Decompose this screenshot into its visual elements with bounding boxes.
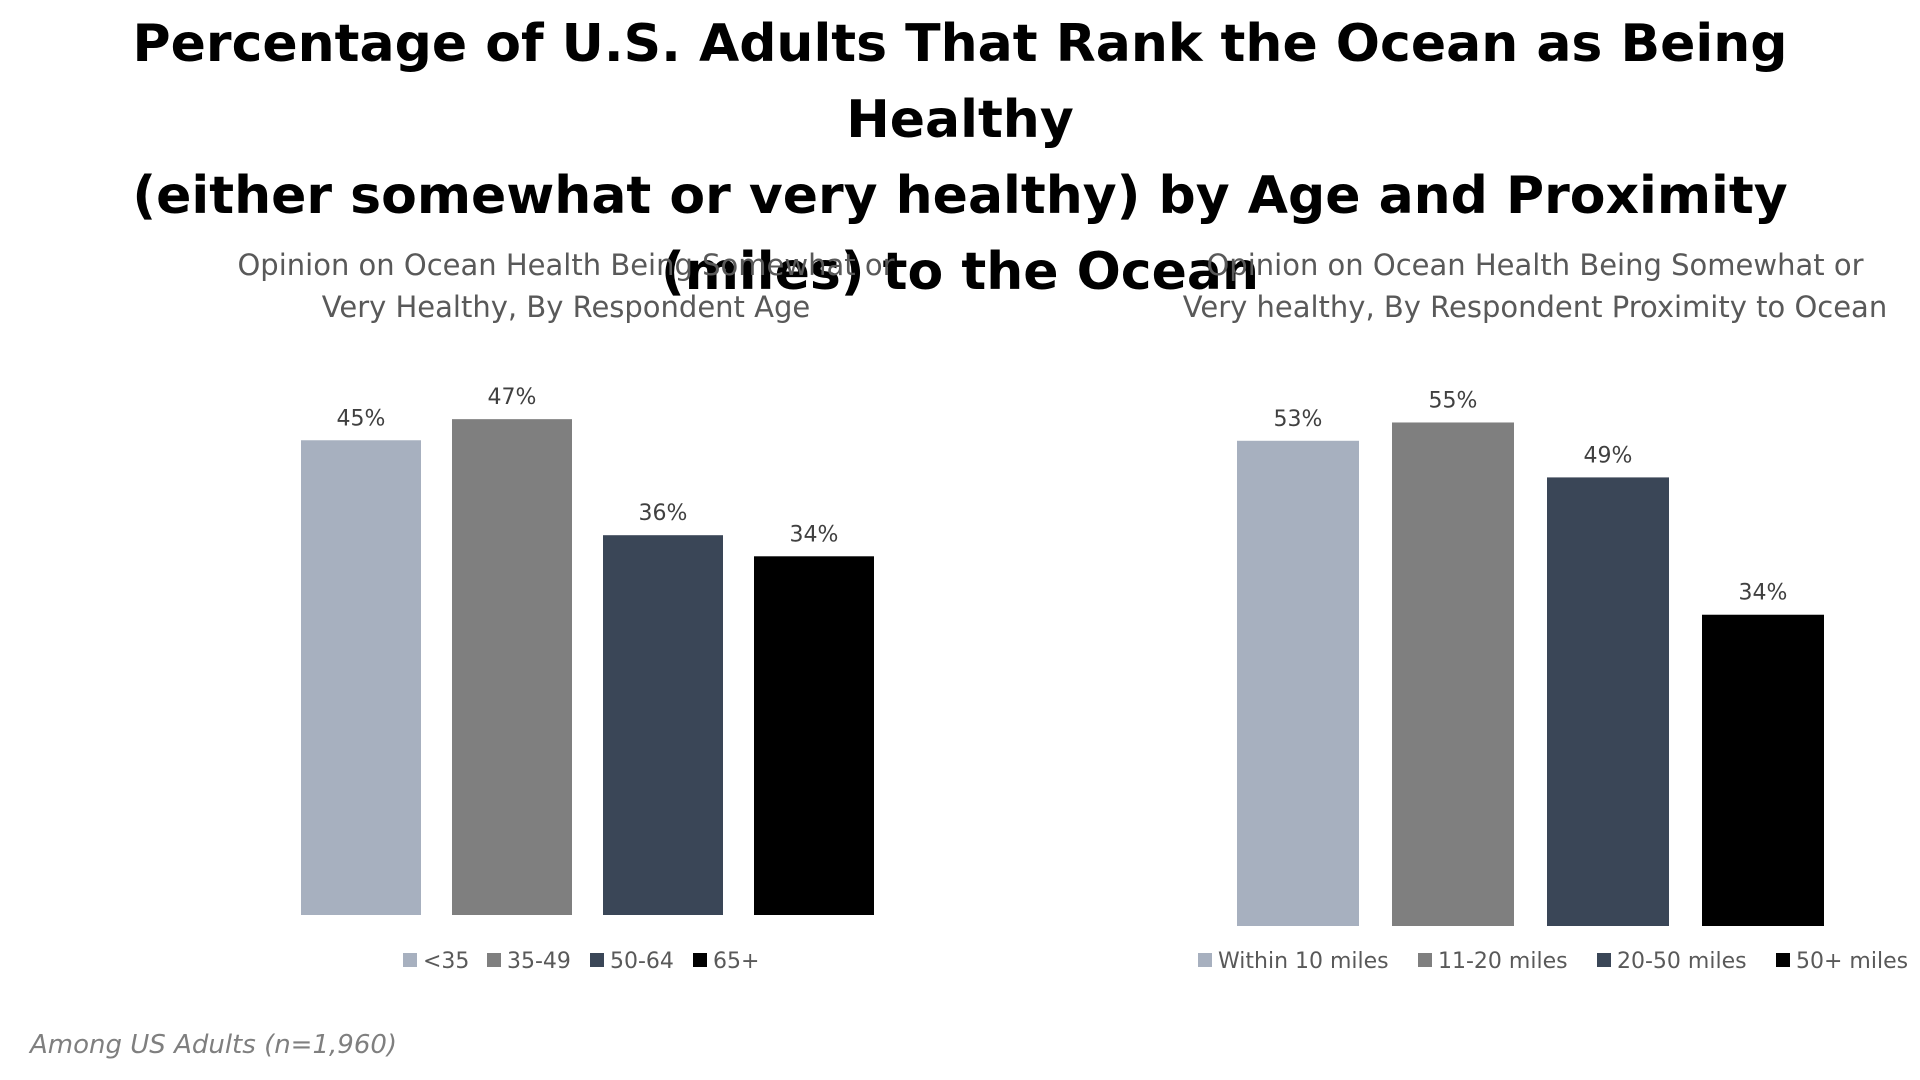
title-line: (miles) to the Ocean — [660, 242, 1260, 302]
bar-group: 53% 55% 49% 34% — [1237, 388, 1824, 926]
bar — [452, 419, 572, 915]
legend-swatch — [1198, 953, 1212, 967]
legend: <35 35-49 50-64 65+ — [403, 949, 759, 974]
data-label: 47% — [488, 385, 537, 410]
chart-subtitle: Opinion on Ocean Health Being Somewhat o… — [1206, 248, 1863, 282]
legend-label: 20-50 miles — [1617, 949, 1747, 974]
legend-swatch — [487, 953, 501, 967]
bar — [1702, 614, 1824, 926]
bar-group: 45% 47% 36% 34% — [301, 385, 874, 915]
data-label: 34% — [1739, 581, 1788, 606]
legend-label: 11-20 miles — [1438, 949, 1568, 974]
legend-label: 50+ miles — [1796, 949, 1908, 974]
data-label: 49% — [1584, 443, 1633, 468]
legend-label: <35 — [423, 949, 469, 974]
data-label: 36% — [639, 501, 688, 526]
legend-swatch — [1776, 953, 1790, 967]
title-line: Percentage of U.S. Adults That Rank the … — [132, 14, 1788, 150]
legend: Within 10 miles 11-20 miles 20-50 miles 50+… — [1198, 949, 1908, 974]
bar — [1237, 440, 1359, 926]
chart-subtitle: Opinion on Ocean Health Being Somewhat o… — [237, 248, 894, 282]
bar — [1392, 422, 1514, 926]
bar — [603, 535, 723, 915]
legend-swatch — [590, 953, 604, 967]
title-line: (either somewhat or very healthy) by Age… — [132, 166, 1788, 226]
data-label: 34% — [790, 522, 839, 547]
data-label: 45% — [337, 406, 386, 431]
page-title: Percentage of U.S. Adults That Rank the … — [60, 6, 1860, 310]
legend-label: Within 10 miles — [1218, 949, 1389, 974]
legend-label: 50-64 — [610, 949, 674, 974]
data-label: 53% — [1274, 407, 1323, 432]
bar — [301, 440, 421, 915]
bar — [754, 556, 874, 915]
legend-swatch — [693, 953, 707, 967]
legend-swatch — [1597, 953, 1611, 967]
footnote: Among US Adults (n=1,960) — [30, 1030, 398, 1060]
data-label: 55% — [1429, 388, 1478, 413]
chart-subtitle: Very Healthy, By Respondent Age — [322, 290, 810, 324]
chart-subtitle: Very healthy, By Respondent Proximity to… — [1183, 290, 1887, 324]
legend-swatch — [1418, 953, 1432, 967]
legend-label: 35-49 — [507, 949, 571, 974]
bar — [1547, 477, 1669, 926]
legend-label: 65+ — [713, 949, 759, 974]
legend-swatch — [403, 953, 417, 967]
